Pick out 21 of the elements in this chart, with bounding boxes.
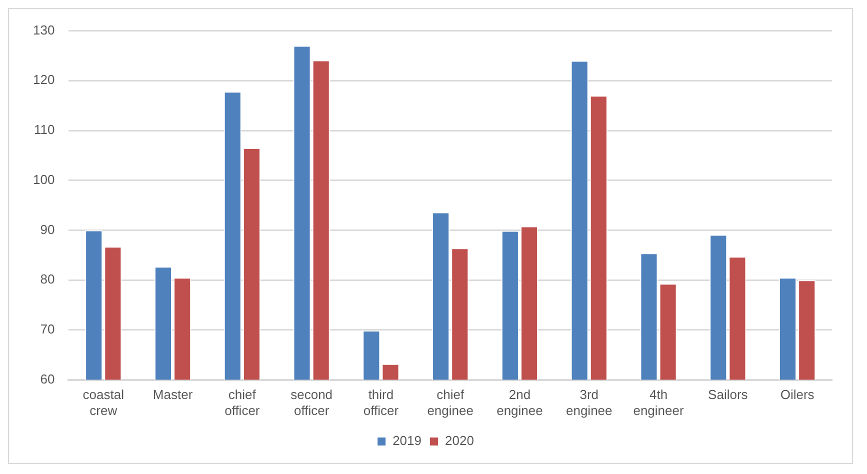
y-tick-label: 130 [32, 22, 55, 38]
x-tick-label: 2nd enginee [496, 387, 543, 418]
x-tick-label: Master [152, 387, 194, 402]
y-tick-label: 110 [34, 122, 55, 138]
y-tick-label: 60 [40, 371, 55, 386]
y-tick-label: 100 [32, 172, 55, 187]
x-tick-label: coastal crew [82, 387, 124, 418]
x-tick-label: chief officer [224, 387, 260, 418]
legend-label: 2020 [445, 433, 474, 448]
y-tick-label: 70 [40, 322, 55, 337]
y-tick-label: 120 [32, 72, 55, 88]
x-tick-label: third officer [363, 387, 400, 418]
x-tick-label: 4th engineer [633, 387, 684, 418]
x-tick-label: Sailors [708, 387, 748, 402]
x-tick-label: Oilers [780, 387, 815, 402]
x-tick-label: 3rd enginee [566, 387, 612, 418]
y-tick-label: 80 [40, 272, 55, 287]
x-tick-label: chief enginee [427, 387, 474, 418]
x-tick-label: second officer [290, 387, 333, 418]
y-tick-label: 90 [40, 222, 55, 237]
legend-label: 2019 [392, 433, 422, 448]
